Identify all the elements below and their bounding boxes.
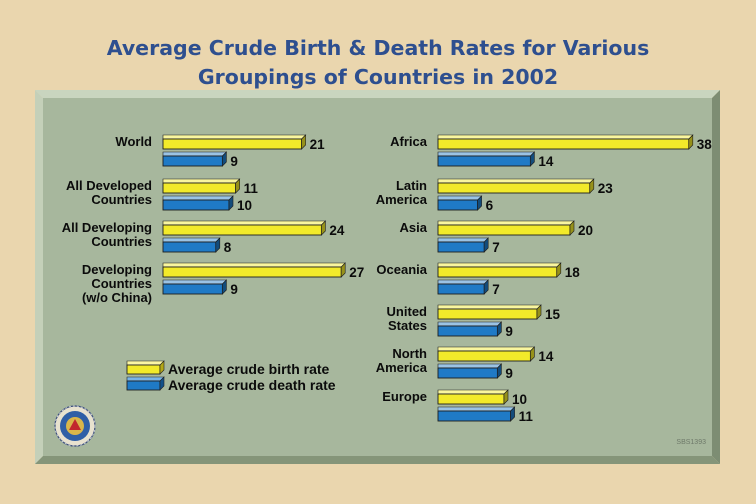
- birth-bar-asia: [437, 220, 575, 236]
- death-bar-latin-america-value-label: 6: [486, 198, 494, 213]
- birth-bar-north-america: [437, 346, 536, 362]
- birth-bar-latin-america: [437, 178, 595, 194]
- category-label-north-america: North America: [376, 346, 428, 375]
- death-bar-europe: [437, 406, 516, 422]
- category-label-all-developed-countries: All Developed Countries: [66, 178, 152, 207]
- death-bar-developing-countries-w-o-china: [162, 279, 228, 295]
- death-bar-asia: [437, 237, 489, 253]
- birth-bar-united-states-value-label: 15: [545, 307, 561, 322]
- death-bar-africa: [437, 151, 536, 167]
- birth-bar-asia-value-label: 20: [578, 223, 593, 238]
- panel-bevel-top: [35, 90, 720, 98]
- death-bar-all-developing-countries: [162, 237, 221, 253]
- legend-birth-swatch: [126, 360, 165, 375]
- death-bar-oceania: [437, 279, 489, 295]
- category-label-latin-america: Latin America: [376, 178, 428, 207]
- birth-bar-all-developing-countries: [162, 220, 327, 236]
- legend-death-label: Average crude death rate: [168, 377, 336, 393]
- birth-bar-world: [162, 134, 307, 150]
- birth-bar-north-america-value-label: 14: [538, 349, 554, 364]
- chart-title: Average Crude Birth & Death Rates for Va…: [0, 34, 756, 92]
- birth-bar-all-developed-countries-value-label: 11: [244, 181, 259, 196]
- category-label-united-states: United States: [387, 304, 428, 333]
- panel-bevel-bottom: [35, 456, 720, 464]
- category-label-all-developing-countries: All Developing Countries: [62, 220, 152, 249]
- death-bar-europe-value-label: 11: [519, 409, 534, 424]
- agency-seal-logo: [54, 405, 96, 447]
- death-bar-africa-value-label: 14: [538, 154, 554, 169]
- birth-bar-developing-countries-w-o-china: [162, 262, 346, 278]
- legend-death-swatch: [126, 376, 165, 391]
- category-label-europe: Europe: [382, 389, 427, 404]
- chart-panel: [43, 98, 712, 456]
- death-bar-north-america: [437, 363, 503, 379]
- category-label-asia: Asia: [400, 220, 428, 235]
- birth-bar-europe-value-label: 10: [512, 392, 527, 407]
- death-bar-north-america-value-label: 9: [505, 366, 513, 381]
- birth-bar-all-developed-countries: [162, 178, 241, 194]
- category-label-world: World: [115, 134, 152, 149]
- category-label-developing-countries-w-o-china: Developing Countries (w/o China): [82, 262, 152, 305]
- death-bar-all-developed-countries-value-label: 10: [237, 198, 252, 213]
- birth-bar-europe: [437, 389, 509, 405]
- death-bar-latin-america: [437, 195, 483, 211]
- chart-title-line-2: Groupings of Countries in 2002: [197, 65, 559, 89]
- panel-bevel-left: [35, 90, 43, 464]
- birth-bar-all-developing-countries-value-label: 24: [329, 223, 345, 238]
- legend: Average crude birth rate Average crude d…: [126, 360, 336, 393]
- death-bar-world: [162, 151, 228, 167]
- birth-bar-oceania: [437, 262, 562, 278]
- death-bar-all-developed-countries: [162, 195, 234, 211]
- birth-bar-oceania-value-label: 18: [565, 265, 581, 280]
- birth-bar-united-states: [437, 304, 542, 320]
- bars-layer: World 21 9 All Developed Countries 11 10 All De…: [62, 134, 713, 424]
- legend-birth-label: Average crude birth rate: [168, 361, 330, 377]
- figure-code: SBS1393: [676, 439, 706, 446]
- death-bar-united-states: [437, 321, 503, 337]
- panel-bevel-right: [712, 90, 720, 464]
- birth-bar-world-value-label: 21: [310, 137, 326, 152]
- birth-bar-developing-countries-w-o-china-value-label: 27: [349, 265, 364, 280]
- death-bar-united-states-value-label: 9: [505, 324, 513, 339]
- death-bar-oceania-value-label: 7: [492, 282, 500, 297]
- birth-bar-latin-america-value-label: 23: [598, 181, 614, 196]
- death-bar-all-developing-countries-value-label: 8: [224, 240, 232, 255]
- birth-bar-africa-value-label: 38: [697, 137, 713, 152]
- death-bar-world-value-label: 9: [230, 154, 238, 169]
- death-bar-developing-countries-w-o-china-value-label: 9: [230, 282, 238, 297]
- birth-bar-africa: [437, 134, 694, 150]
- category-label-oceania: Oceania: [376, 262, 427, 277]
- death-bar-asia-value-label: 7: [492, 240, 500, 255]
- category-label-africa: Africa: [390, 134, 428, 149]
- chart-title-line-1: Average Crude Birth & Death Rates for Va…: [106, 36, 650, 60]
